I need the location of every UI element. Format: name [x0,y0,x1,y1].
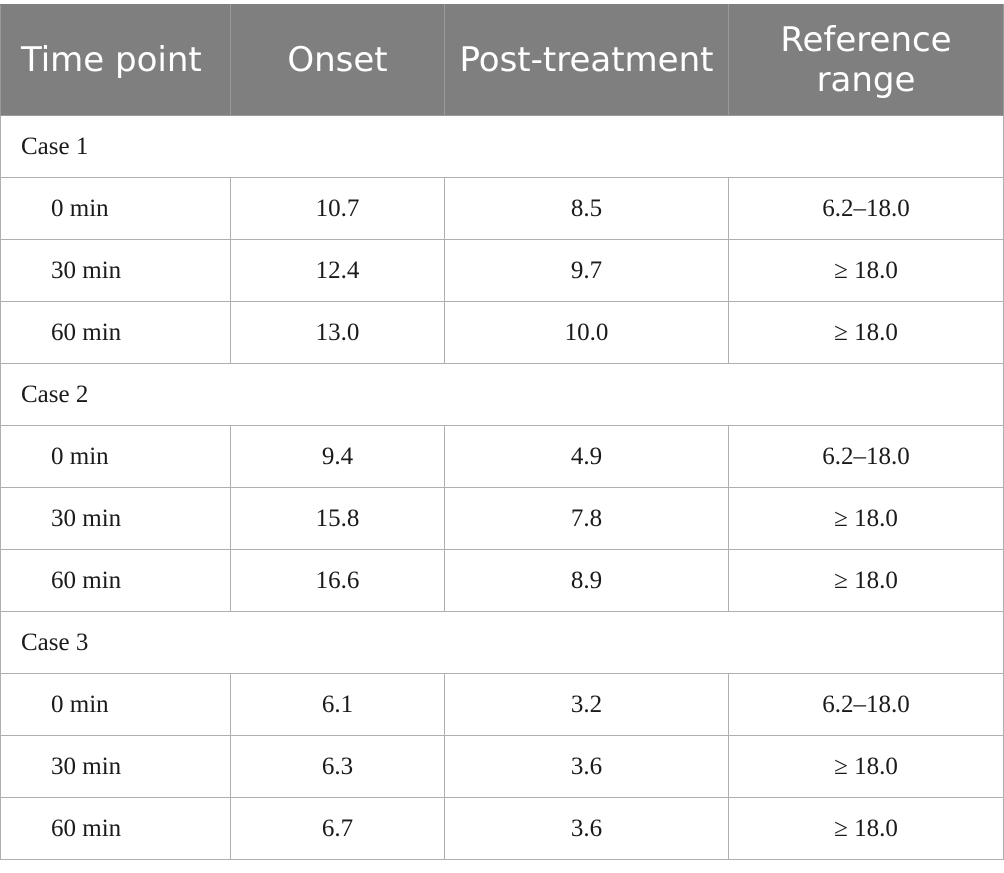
table-body: Case 1 0 min 10.7 8.5 6.2–18.0 30 min 12… [0,115,1004,860]
header-row: Time point Onset Post-treatment Referenc… [0,4,1004,116]
data-table: Time point Onset Post-treatment Referenc… [0,4,1004,860]
cell-post-treatment: 3.6 [444,797,729,860]
cell-post-treatment: 7.8 [444,487,729,550]
group-row: Case 3 [0,611,1004,674]
group-label: Case 3 [0,611,1004,674]
table-row: 30 min 12.4 9.7 ≥ 18.0 [0,239,1004,302]
cell-post-treatment: 3.2 [444,673,729,736]
cell-time-point: 30 min [0,735,231,798]
cell-onset: 10.7 [230,177,445,240]
cell-onset: 13.0 [230,301,445,364]
header-post-treatment: Post-treatment [444,4,729,116]
table-row: 60 min 6.7 3.6 ≥ 18.0 [0,797,1004,860]
cell-reference-range: ≥ 18.0 [728,487,1004,550]
cell-post-treatment: 3.6 [444,735,729,798]
cell-time-point: 0 min [0,673,231,736]
table-row: 0 min 9.4 4.9 6.2–18.0 [0,425,1004,488]
header-time-point: Time point [0,4,231,116]
cell-reference-range: ≥ 18.0 [728,797,1004,860]
header-onset: Onset [230,4,445,116]
cell-time-point: 30 min [0,487,231,550]
cell-time-point: 30 min [0,239,231,302]
table-row: 30 min 6.3 3.6 ≥ 18.0 [0,735,1004,798]
cell-reference-range: 6.2–18.0 [728,673,1004,736]
cell-time-point: 60 min [0,797,231,860]
cell-post-treatment: 8.5 [444,177,729,240]
cell-onset: 9.4 [230,425,445,488]
cell-reference-range: 6.2–18.0 [728,425,1004,488]
header-reference-range: Reference range [728,4,1004,116]
cell-reference-range: ≥ 18.0 [728,301,1004,364]
cell-onset: 12.4 [230,239,445,302]
cell-onset: 6.3 [230,735,445,798]
group-label: Case 2 [0,363,1004,426]
cell-onset: 16.6 [230,549,445,612]
cell-post-treatment: 10.0 [444,301,729,364]
cell-post-treatment: 9.7 [444,239,729,302]
table-row: 0 min 10.7 8.5 6.2–18.0 [0,177,1004,240]
table-row: 60 min 16.6 8.9 ≥ 18.0 [0,549,1004,612]
cell-time-point: 60 min [0,549,231,612]
cell-reference-range: ≥ 18.0 [728,549,1004,612]
cell-post-treatment: 4.9 [444,425,729,488]
table-header: Time point Onset Post-treatment Referenc… [0,4,1004,116]
cell-post-treatment: 8.9 [444,549,729,612]
cell-onset: 6.7 [230,797,445,860]
cell-time-point: 60 min [0,301,231,364]
cell-reference-range: 6.2–18.0 [728,177,1004,240]
group-row: Case 1 [0,115,1004,178]
group-row: Case 2 [0,363,1004,426]
table-row: 60 min 13.0 10.0 ≥ 18.0 [0,301,1004,364]
cell-time-point: 0 min [0,425,231,488]
table-row: 0 min 6.1 3.2 6.2–18.0 [0,673,1004,736]
cell-reference-range: ≥ 18.0 [728,735,1004,798]
cell-reference-range: ≥ 18.0 [728,239,1004,302]
table-row: 30 min 15.8 7.8 ≥ 18.0 [0,487,1004,550]
cell-time-point: 0 min [0,177,231,240]
group-label: Case 1 [0,115,1004,178]
cell-onset: 6.1 [230,673,445,736]
cell-onset: 15.8 [230,487,445,550]
